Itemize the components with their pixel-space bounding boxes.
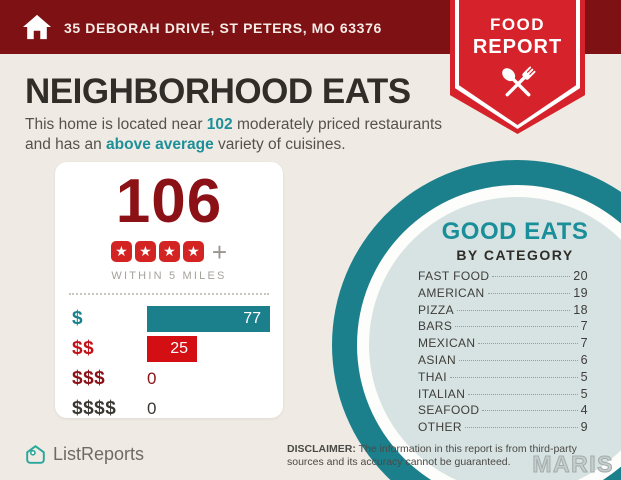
category-row: ITALIAN 5 (418, 387, 588, 404)
star-icon: ★ (182, 241, 204, 262)
category-count: 20 (573, 269, 588, 283)
dotted-separator (69, 293, 269, 295)
intro-text-part3: variety of cuisines. (213, 136, 346, 154)
category-name: MEXICAN (418, 336, 476, 351)
category-row: ASIAN 6 (418, 353, 588, 370)
dotted-leader (457, 309, 571, 311)
category-name: SEAFOOD (418, 403, 480, 418)
category-count: 5 (580, 386, 588, 401)
price-tier-label: $$$ (72, 368, 106, 389)
category-count: 6 (580, 352, 588, 367)
plus-icon: + (211, 236, 228, 267)
intro-text-part1: This home is located near (25, 116, 207, 133)
price-tier-bar-zone: 0 (147, 396, 283, 422)
category-count: 18 (573, 302, 588, 317)
price-tier-row: $77 (72, 304, 283, 334)
category-count: 7 (580, 319, 588, 334)
price-tier-row: $$$$ 0 (72, 394, 283, 424)
price-tier-bar-zone: 77 (147, 306, 283, 332)
page-title: NEIGHBORHOOD EATS (25, 72, 411, 111)
price-tier-zero-value: 0 (147, 399, 157, 418)
ribbon-title-line2: REPORT (472, 36, 563, 58)
category-name: THAI (418, 369, 447, 384)
category-row: FAST FOOD 20 (418, 269, 588, 286)
category-name: OTHER (418, 420, 462, 435)
category-name: ASIAN (418, 352, 457, 367)
property-address: 35 DEBORAH DRIVE, ST PETERS, MO 63376 (64, 20, 382, 36)
star-rating: ★ ★ ★ ★ + (55, 236, 283, 267)
price-tier-bar: 77 (147, 306, 270, 332)
home-icon (23, 14, 51, 40)
variety-highlight: above average (106, 136, 214, 154)
star-icon: ★ (110, 241, 132, 262)
category-name: BARS (418, 319, 453, 334)
category-count: 7 (580, 336, 588, 351)
disclaimer-label: DISCLAIMER: (287, 443, 356, 455)
price-tier-row: $$ 25 (72, 334, 283, 364)
dotted-leader (449, 376, 578, 378)
category-row: SEAFOOD 4 (418, 403, 588, 420)
price-tier-label: $$ (72, 338, 95, 359)
good-eats-subtitle: BY CATEGORY (456, 247, 574, 263)
price-tier-label: $$$$ (72, 398, 117, 419)
price-tier-zero-value: 0 (147, 369, 157, 388)
crossed-utensils-icon (501, 66, 535, 97)
category-row: MEXICAN 7 (418, 336, 588, 353)
category-row: AMERICAN 19 (418, 286, 588, 303)
price-tier-row: $$$ 0 (72, 364, 283, 394)
good-eats-title: GOOD EATS (441, 218, 589, 245)
category-row: PIZZA 18 (418, 303, 588, 320)
dotted-leader (459, 359, 578, 361)
dotted-leader (487, 292, 571, 294)
star-icon: ★ (158, 241, 180, 262)
price-tier-bar: 25 (147, 336, 197, 362)
price-tier-chart: $77 $$ 25 $$$ 0 $$$$ 0 (72, 304, 283, 424)
category-row: BARS 7 (418, 319, 588, 336)
category-count: 5 (580, 369, 588, 384)
price-tier-label: $ (72, 308, 84, 329)
ribbon-title-line1: FOOD (489, 15, 546, 34)
listreports-logo: ListReports (25, 444, 144, 465)
restaurant-count: 106 (115, 167, 223, 236)
maris-watermark: MARIS (532, 451, 614, 478)
good-eats-circle-disc (369, 197, 621, 480)
category-row: THAI 5 (418, 370, 588, 387)
dotted-leader (468, 393, 578, 395)
category-name: AMERICAN (418, 285, 485, 300)
disclaimer-text: The information in this report is from t… (287, 443, 577, 468)
dotted-leader (455, 326, 578, 328)
price-tier-bar-zone: 0 (147, 366, 283, 392)
listreports-logo-icon (26, 445, 45, 464)
food-report-ribbon: FOOD REPORT (450, 0, 585, 134)
ribbon-content: FOOD REPORT (450, 15, 585, 109)
dotted-leader (478, 343, 578, 345)
restaurant-count-highlight: 102 (206, 116, 233, 133)
listreports-logo-text: ListReports (53, 444, 145, 464)
dotted-leader (482, 410, 578, 412)
category-name: PIZZA (418, 302, 455, 317)
radius-label: WITHIN 5 MILES (111, 270, 227, 282)
intro-text: This home is located near 102 moderately… (25, 115, 453, 156)
star-icon: ★ (134, 241, 156, 262)
disclaimer: DISCLAIMER: The information in this repo… (287, 443, 593, 468)
category-row: OTHER 9 (418, 420, 588, 437)
category-count: 19 (573, 285, 588, 300)
intro-text-part2: moderately priced restaurants and has an (25, 116, 443, 154)
price-tier-bar-zone: 25 (147, 336, 283, 362)
category-count: 4 (580, 403, 588, 418)
restaurant-count-card: 106 ★ ★ ★ ★ + WITHIN 5 MILES $77 $$ 25 $$$ 0 $$$$… (55, 162, 283, 419)
category-name: FAST FOOD (418, 269, 490, 283)
dotted-leader (465, 427, 578, 429)
dotted-leader (492, 276, 571, 277)
category-list: FAST FOOD 20 AMERICAN 19 PIZZA 18 BARS 7 MEXICAN… (418, 269, 588, 437)
category-name: ITALIAN (418, 386, 466, 401)
category-count: 9 (580, 420, 588, 435)
good-eats-header: GOOD EATS BY CATEGORY (425, 218, 605, 263)
